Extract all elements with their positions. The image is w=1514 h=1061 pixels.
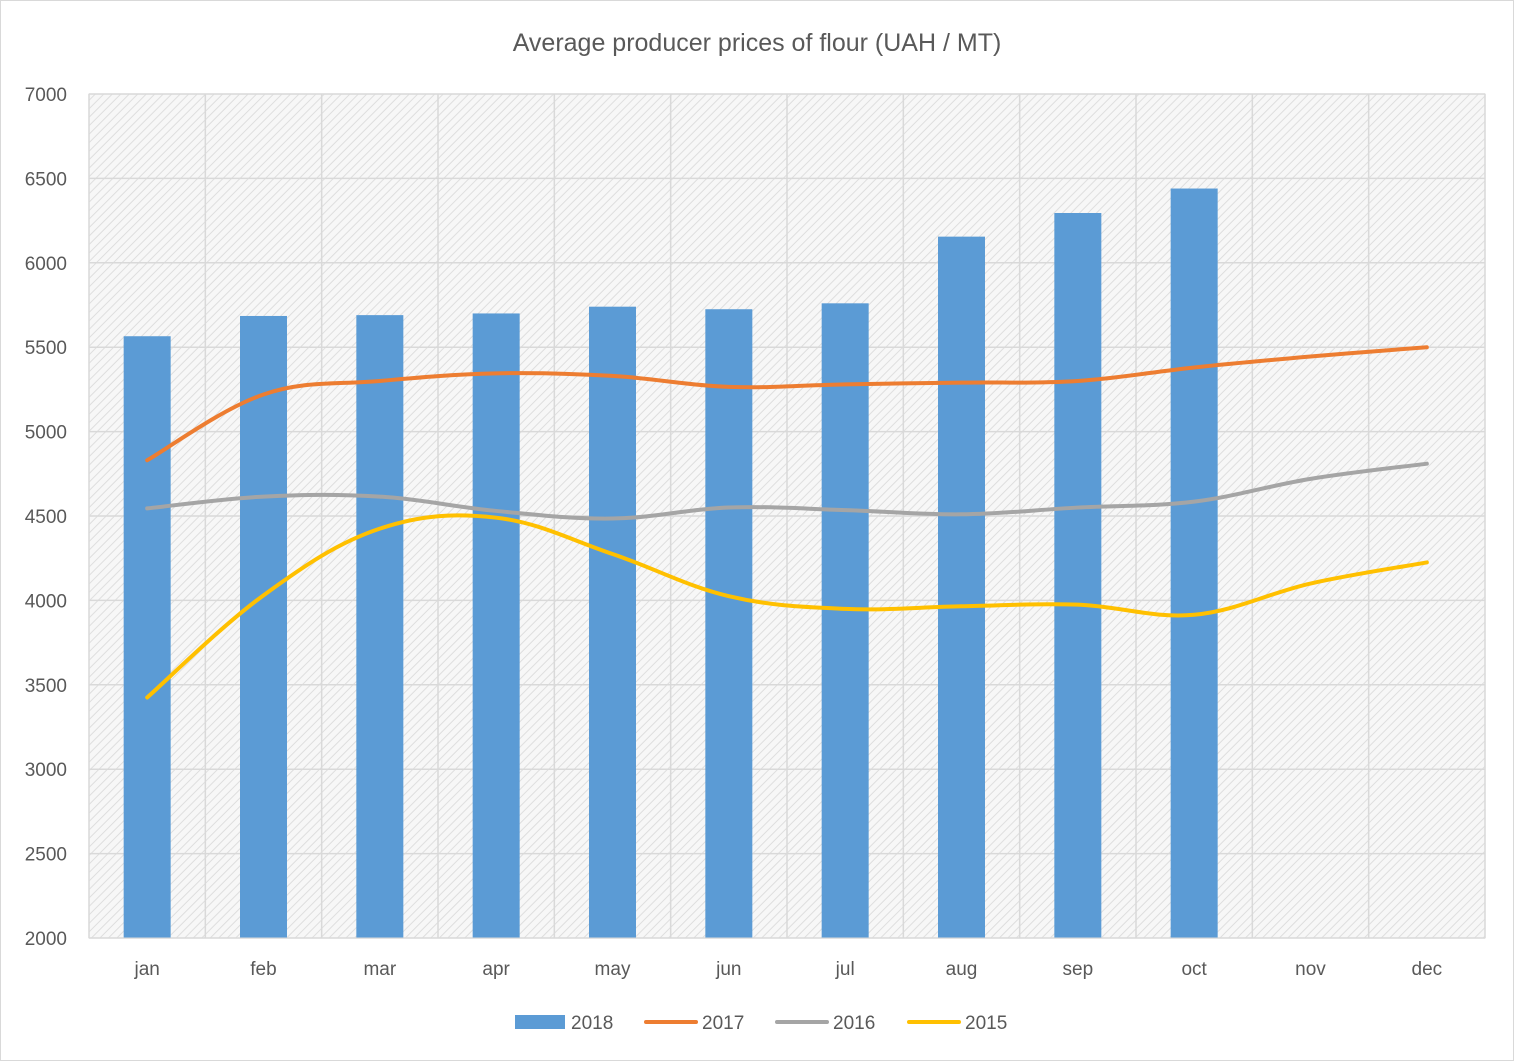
y-tick-label: 4000 xyxy=(25,591,67,612)
bar-2018-may xyxy=(589,306,636,938)
legend-label-2016: 2016 xyxy=(833,1013,875,1034)
y-tick-label: 2500 xyxy=(25,845,67,866)
plot-border xyxy=(88,93,1486,939)
y-tick-label: 5500 xyxy=(25,338,67,359)
legend-label-2017: 2017 xyxy=(702,1013,744,1034)
x-tick-label: feb xyxy=(250,959,276,980)
line-2017 xyxy=(145,345,1429,463)
y-tick-label: 7000 xyxy=(25,85,67,106)
line-2016 xyxy=(145,461,1429,521)
x-tick-label: mar xyxy=(363,959,396,980)
bar-2018-jun xyxy=(705,309,753,939)
x-tick-label: apr xyxy=(482,959,510,980)
bar-2018-jul xyxy=(821,303,869,938)
plot-area: 2000 2500 3000 3500 4000 4500 5000 5500 6000 6500… xyxy=(25,85,1486,980)
y-tick-label: 3000 xyxy=(25,760,67,781)
bar-2018-apr xyxy=(472,313,520,938)
x-tick-label: oct xyxy=(1181,959,1207,980)
line-2015 xyxy=(145,513,1429,700)
x-tick-label: jan xyxy=(133,959,159,980)
x-tick-label: sep xyxy=(1063,959,1094,980)
y-tick-label: 6000 xyxy=(25,254,67,275)
bar-2018-jan xyxy=(123,336,171,938)
bar-2018-oct xyxy=(1170,188,1218,938)
bar-2018-aug xyxy=(938,236,985,939)
y-tick-label: 6500 xyxy=(25,169,67,190)
legend-label-2018: 2018 xyxy=(571,1013,613,1034)
legend-label-2015: 2015 xyxy=(965,1013,1007,1034)
bar-2018-mar xyxy=(356,315,404,938)
x-tick-label: jun xyxy=(715,959,741,980)
bar-2018-feb xyxy=(240,315,287,938)
legend: 2018 2017 2016 2015 xyxy=(515,1013,1007,1034)
x-tick-label: nov xyxy=(1295,959,1326,980)
x-tick-label: jul xyxy=(835,959,855,980)
y-tick-label: 5000 xyxy=(25,423,67,444)
y-tick-label: 4500 xyxy=(25,507,67,528)
y-tick-label: 2000 xyxy=(25,929,67,950)
y-tick-label: 3500 xyxy=(25,676,67,697)
x-tick-label: aug xyxy=(946,959,978,980)
chart-title: Average producer prices of flour (UAH / … xyxy=(513,29,1002,57)
x-tick-label: dec xyxy=(1412,959,1443,980)
x-tick-label: may xyxy=(595,959,631,980)
legend-swatch-2018 xyxy=(515,1015,565,1029)
bar-2018-sep xyxy=(1054,213,1102,938)
